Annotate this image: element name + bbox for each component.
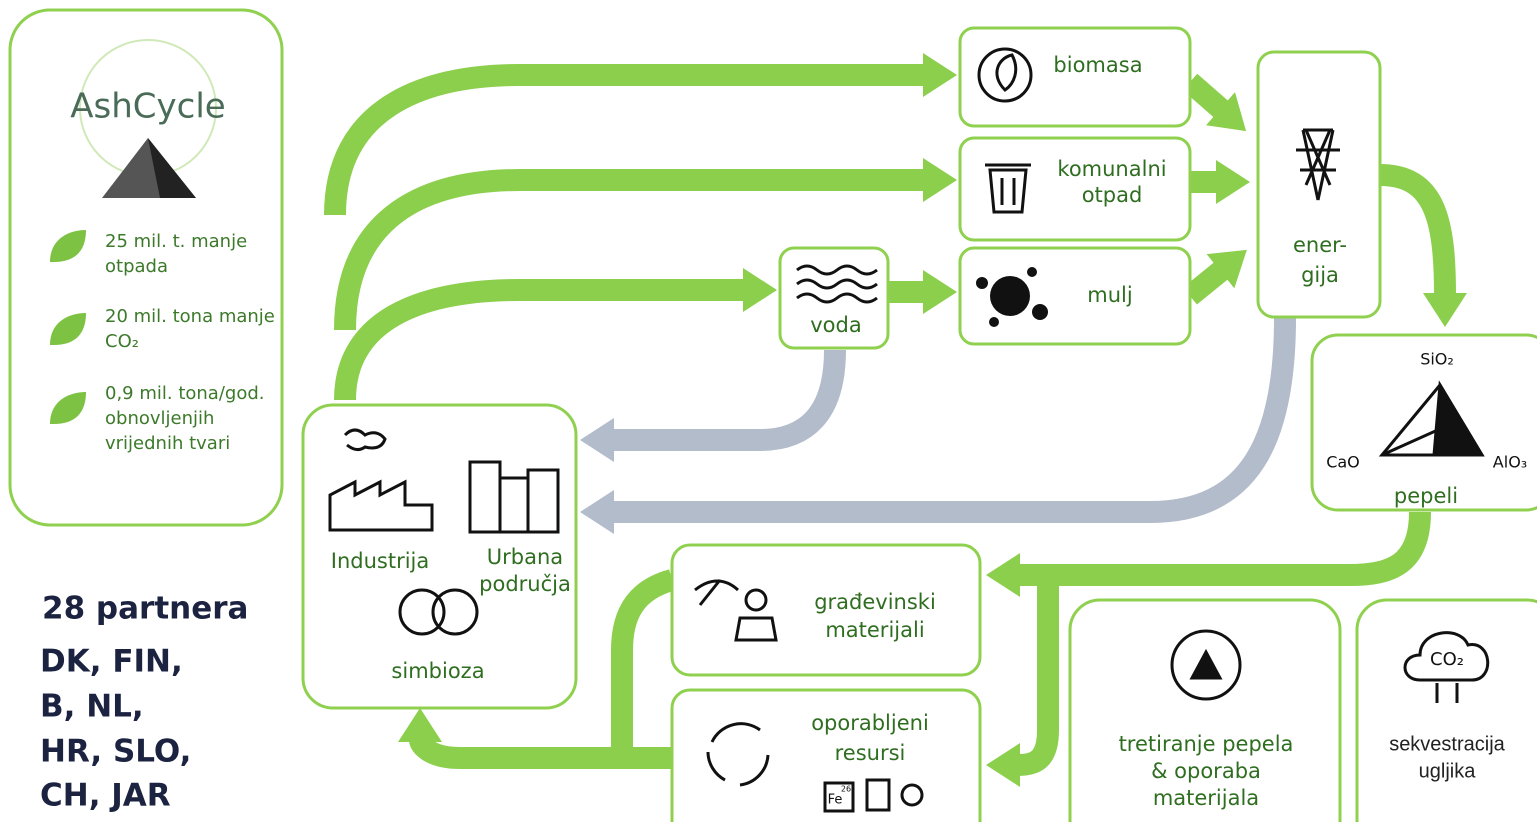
stat-line: otpada bbox=[105, 256, 168, 277]
node-label: područja bbox=[479, 572, 571, 596]
stat-line: obnovljenjih bbox=[105, 408, 214, 429]
node-label: građevinski bbox=[814, 590, 936, 614]
node-label: sekvestracija bbox=[1389, 733, 1505, 755]
node-label: voda bbox=[810, 313, 861, 337]
node-label: materijala bbox=[1153, 786, 1259, 810]
node-label: tretiranje pepela bbox=[1119, 732, 1294, 756]
node-label: biomasa bbox=[1053, 53, 1142, 77]
node-label: komunalni bbox=[1057, 157, 1166, 181]
oxide-label: SiO₂ bbox=[1420, 350, 1454, 369]
leaf-icons bbox=[50, 230, 86, 424]
node-box bbox=[670, 543, 982, 677]
node-label: otpad bbox=[1082, 183, 1143, 207]
stat-line: vrijednih tvari bbox=[105, 433, 230, 454]
cloud-label: CO₂ bbox=[1430, 649, 1464, 670]
node-box bbox=[1310, 333, 1537, 512]
flow-arrows bbox=[324, 53, 1467, 787]
node-box bbox=[1068, 598, 1342, 822]
logo-mountain-shade bbox=[148, 138, 196, 198]
node-label: resursi bbox=[835, 741, 906, 765]
node-label: & oporaba bbox=[1151, 759, 1261, 783]
stat-line: 0,9 mil. tona/god. bbox=[105, 383, 265, 404]
element-number: 26 bbox=[841, 785, 851, 794]
node-label: materijali bbox=[825, 618, 924, 642]
partner-countries: HR, SLO, bbox=[40, 734, 191, 770]
node-icons bbox=[328, 47, 1490, 813]
node-box bbox=[1256, 50, 1382, 319]
node-label: oporabljeni bbox=[811, 711, 929, 735]
partner-countries: CH, JAR bbox=[40, 778, 171, 814]
oxide-label: AlO₃ bbox=[1493, 453, 1527, 472]
stat-line: CO₂ bbox=[105, 331, 139, 352]
node-box bbox=[958, 26, 1192, 128]
partner-countries: DK, FIN, bbox=[40, 644, 183, 680]
node-label: mulj bbox=[1087, 283, 1132, 307]
oxide-label: CaO bbox=[1326, 453, 1360, 472]
node-box bbox=[958, 246, 1192, 346]
node-label: pepeli bbox=[1394, 484, 1458, 508]
partner-countries: B, NL, bbox=[40, 689, 144, 725]
node-box bbox=[301, 403, 578, 710]
stat-line: 20 mil. tona manje bbox=[105, 306, 275, 327]
node-label: ugljika bbox=[1419, 760, 1477, 782]
node-box bbox=[958, 136, 1192, 242]
node-label: Urbana bbox=[487, 545, 563, 569]
node-label: gija bbox=[1301, 263, 1339, 287]
splash-icon bbox=[976, 267, 1048, 327]
element-symbol: Fe bbox=[828, 793, 843, 808]
partner-count: 28 partnera bbox=[42, 591, 248, 627]
node-box bbox=[1355, 598, 1537, 822]
node-label: ener- bbox=[1293, 233, 1347, 257]
logo-text: AshCycle bbox=[70, 87, 225, 127]
stat-line: 25 mil. t. manje bbox=[105, 231, 247, 252]
node-label: simbioza bbox=[391, 659, 484, 683]
node-label: Industrija bbox=[331, 549, 430, 573]
